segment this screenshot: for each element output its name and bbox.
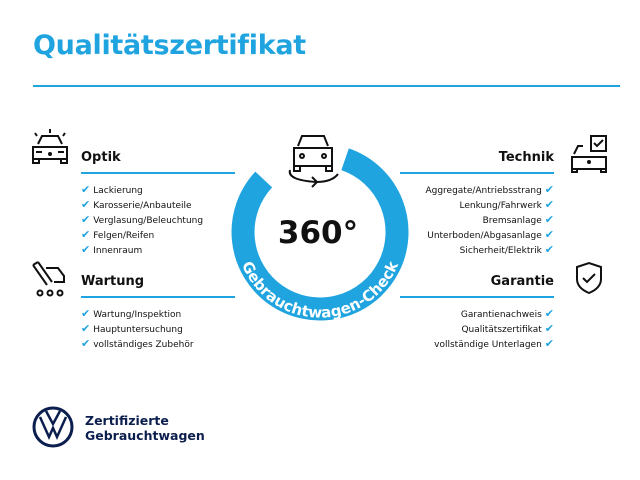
- list-item: ✔ Wartung/Inspektion: [81, 307, 182, 320]
- badge-value: 360°: [278, 215, 358, 251]
- list-item: Aggregate/Antriebsstrang ✔: [425, 183, 554, 196]
- vw-logo: [32, 406, 74, 448]
- section-divider: [81, 296, 235, 298]
- list-item: ✔ Felgen/Reifen: [81, 228, 155, 241]
- list-item: vollständige Unterlagen ✔: [434, 337, 554, 350]
- car-checklist-icon: [571, 135, 607, 173]
- check-icon: ✔: [544, 307, 554, 320]
- list-item: ✔ Innenraum: [81, 243, 143, 256]
- check-icon: ✔: [544, 322, 554, 335]
- car-lights-icon: [32, 129, 68, 164]
- car-360-icon: [288, 135, 339, 188]
- section-optik: Optik ✔ Lackierung ✔ Karosserie/Anbauteile…: [81, 150, 235, 257]
- section-garantie: Garantie Garantienachweis ✔ Qualitätszert…: [400, 274, 554, 351]
- check-icon: ✔: [81, 307, 91, 320]
- brand-line-1: Zertifizierte: [85, 413, 169, 428]
- section-title: Wartung: [81, 274, 145, 289]
- ring-arc: [231, 148, 409, 321]
- list-item: Bremsanlage ✔: [482, 213, 554, 226]
- section-title: Optik: [81, 150, 121, 165]
- check-icon: ✔: [81, 213, 91, 226]
- check-icon: ✔: [81, 228, 91, 241]
- list-item: ✔ Lackierung: [81, 183, 143, 196]
- check-icon: ✔: [544, 243, 554, 256]
- section-title: Technik: [498, 150, 554, 165]
- list-item: ✔ Hauptuntersuchung: [81, 322, 183, 335]
- check-icon: ✔: [81, 198, 91, 211]
- list-item: Garantienachweis ✔: [460, 307, 554, 320]
- list-item: Unterboden/Abgasanlage ✔: [427, 228, 554, 241]
- list-item: Qualitätszertifikat ✔: [461, 322, 554, 335]
- list-item: Lenkung/Fahrwerk ✔: [459, 198, 554, 211]
- check-icon: ✔: [544, 228, 554, 241]
- title-divider: [33, 85, 620, 87]
- section-title: Garantie: [490, 274, 554, 289]
- shield-check-icon: [576, 261, 602, 295]
- list-item: ✔ vollständiges Zubehör: [81, 337, 194, 350]
- list-item: ✔ Verglasung/Beleuchtung: [81, 213, 204, 226]
- list-item: ✔ Karosserie/Anbauteile: [81, 198, 192, 211]
- service-tools-icon: [32, 261, 65, 297]
- section-divider: [400, 296, 554, 298]
- check-icon: ✔: [544, 183, 554, 196]
- brand-line-2: Gebrauchtwagen: [85, 428, 205, 443]
- brand-text: Zertifizierte Gebrauchtwagen: [85, 413, 205, 443]
- section-wartung: Wartung ✔ Wartung/Inspektion ✔ Hauptunters…: [81, 274, 235, 351]
- section-technik: Technik Aggregate/Antriebsstrang ✔ Lenkun…: [400, 150, 554, 257]
- check-icon: ✔: [544, 198, 554, 211]
- check-icon: ✔: [81, 322, 91, 335]
- check-icon: ✔: [81, 337, 91, 350]
- list-item: Sicherheit/Elektrik ✔: [459, 243, 554, 256]
- check-icon: ✔: [81, 243, 91, 256]
- check-icon: ✔: [544, 213, 554, 226]
- check-icon: ✔: [544, 337, 554, 350]
- section-divider: [81, 172, 235, 174]
- check-icon: ✔: [81, 183, 91, 196]
- section-divider: [400, 172, 554, 174]
- page-title: Qualitätszertifikat: [33, 30, 306, 61]
